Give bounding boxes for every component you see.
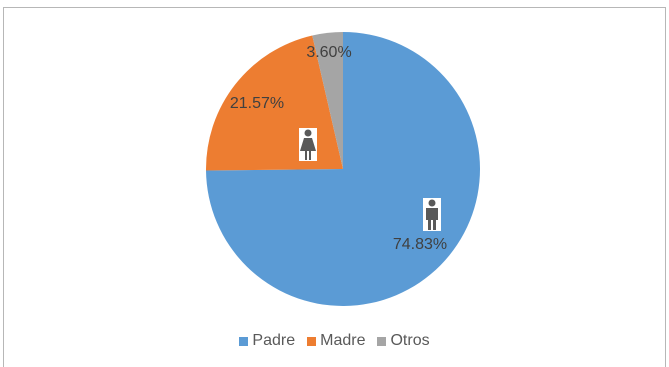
female-person-icon bbox=[299, 128, 317, 161]
legend-item-madre: Madre bbox=[307, 332, 365, 350]
legend-item-padre: Padre bbox=[239, 332, 295, 350]
chart-frame bbox=[3, 7, 666, 367]
male-person-icon bbox=[423, 198, 441, 231]
data-label-otros: 3.60% bbox=[306, 44, 351, 61]
legend: Padre Madre Otros bbox=[0, 328, 669, 354]
legend-label: Otros bbox=[390, 332, 430, 349]
legend-swatch bbox=[377, 336, 387, 346]
pie-slice-padre bbox=[206, 32, 481, 306]
legend-label: Padre bbox=[252, 332, 296, 349]
legend-label: Madre bbox=[320, 332, 366, 349]
pie-slice-otros bbox=[312, 32, 343, 169]
data-label-madre: 21.57% bbox=[230, 95, 284, 112]
legend-swatch bbox=[307, 336, 317, 346]
data-label-padre: 74.83% bbox=[393, 236, 447, 253]
legend-swatch bbox=[239, 336, 249, 346]
legend-item-otros: Otros bbox=[377, 332, 430, 350]
